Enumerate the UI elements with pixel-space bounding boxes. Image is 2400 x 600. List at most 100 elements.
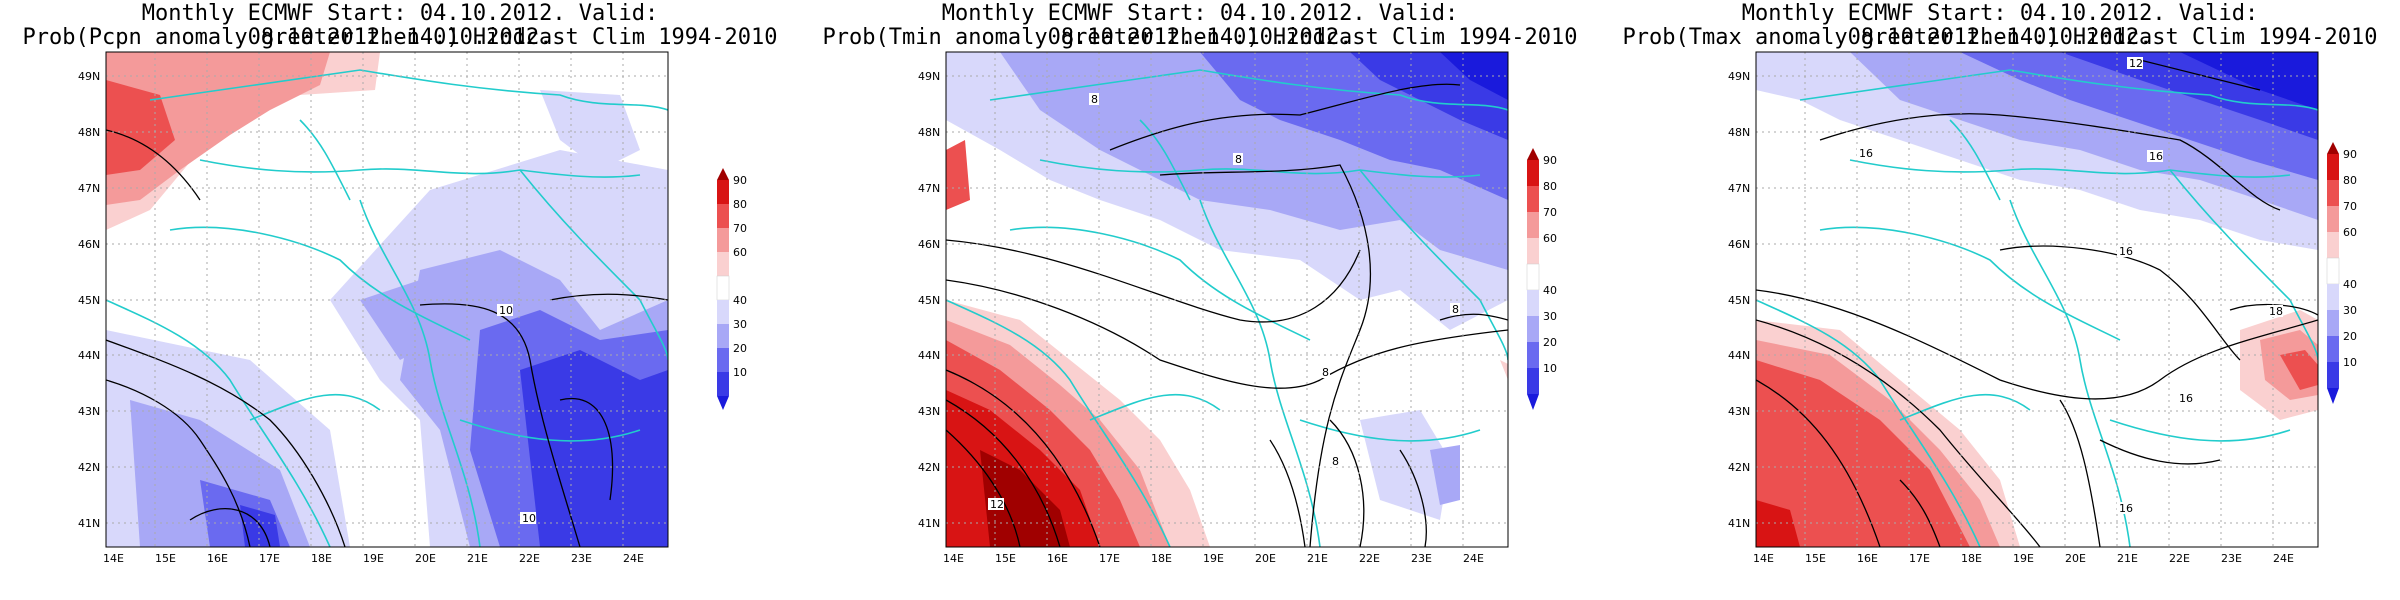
contour-label: 8 [1452, 303, 1459, 316]
country-borders [106, 69, 668, 547]
climatology-contours [1756, 59, 2318, 547]
svg-text:10: 10 [733, 366, 747, 379]
svg-text:19E: 19E [363, 552, 384, 565]
map-panel-tmin: Monthly ECMWF Start: 04.10.2012. Valid: … [800, 0, 1600, 600]
svg-text:70: 70 [1543, 206, 1557, 219]
svg-text:15E: 15E [995, 552, 1016, 565]
map-title-line2: Prob(Pcpn anomaly greater then 0) Hindca… [22, 25, 778, 50]
svg-text:22E: 22E [519, 552, 540, 565]
svg-text:49N: 49N [1728, 70, 1750, 83]
map-figure: 10 10 14E 15E 16E 17E 18E 19E 20E 21E 22E 23E… [78, 51, 747, 565]
svg-text:10: 10 [2343, 356, 2357, 369]
svg-text:30: 30 [2343, 304, 2357, 317]
svg-text:42N: 42N [78, 461, 100, 474]
svg-text:49N: 49N [918, 70, 940, 83]
colorbar: 90 80 70 60 40 30 20 10 [716, 168, 747, 410]
contour-label: 16 [1859, 147, 1873, 160]
svg-text:80: 80 [2343, 174, 2357, 187]
svg-text:48N: 48N [1728, 126, 1750, 139]
y-axis-ticks: 41N 42N 43N 44N 45N 46N 47N 48N 49N [78, 70, 100, 530]
svg-text:30: 30 [733, 318, 747, 331]
svg-text:90: 90 [2343, 148, 2357, 161]
svg-text:14E: 14E [103, 552, 124, 565]
y-axis-ticks: 41N 42N 43N 44N 45N 46N 47N 48N 49N [918, 70, 940, 530]
svg-text:20: 20 [1543, 336, 1557, 349]
svg-text:46N: 46N [918, 238, 940, 251]
svg-text:30: 30 [1543, 310, 1557, 323]
svg-text:80: 80 [1543, 180, 1557, 193]
x-axis-ticks: 14E 15E 16E 17E 18E 19E 20E 21E 22E 23E 24E [103, 552, 644, 565]
svg-text:16E: 16E [1047, 552, 1068, 565]
svg-text:20E: 20E [1255, 552, 1276, 565]
svg-text:23E: 23E [571, 552, 592, 565]
svg-text:70: 70 [2343, 200, 2357, 213]
lat-lon-grid [106, 52, 668, 547]
svg-text:17E: 17E [1099, 552, 1120, 565]
contour-label: 16 [2179, 392, 2193, 405]
contour-label: 10 [499, 304, 513, 317]
contour-label: 12 [2129, 57, 2143, 70]
colorbar: 90 80 70 60 40 30 20 10 [2326, 142, 2357, 404]
svg-text:14E: 14E [943, 552, 964, 565]
svg-text:44N: 44N [918, 349, 940, 362]
svg-text:24E: 24E [1463, 552, 1484, 565]
svg-text:44N: 44N [78, 349, 100, 362]
svg-text:48N: 48N [918, 126, 940, 139]
svg-text:40: 40 [733, 294, 747, 307]
svg-text:70: 70 [733, 222, 747, 235]
svg-text:10: 10 [1543, 362, 1557, 375]
svg-text:41N: 41N [1728, 517, 1750, 530]
map-title-line1: Monthly ECMWF Start: 04.10.2012. Valid: … [1741, 1, 2259, 50]
svg-text:43N: 43N [1728, 405, 1750, 418]
svg-text:18E: 18E [1151, 552, 1172, 565]
contour-label: 8 [1332, 455, 1339, 468]
contour-label: 8 [1091, 93, 1098, 106]
map-figure: 8 8 8 8 8 12 14E 15E 16E 17E 18E 19E 20E 21E… [918, 51, 1557, 565]
map-title-line1: Monthly ECMWF Start: 04.10.2012. Valid: … [141, 1, 659, 50]
svg-text:14E: 14E [1753, 552, 1774, 565]
svg-text:22E: 22E [1359, 552, 1380, 565]
svg-text:46N: 46N [78, 238, 100, 251]
svg-text:42N: 42N [1728, 461, 1750, 474]
svg-text:17E: 17E [259, 552, 280, 565]
svg-text:47N: 47N [1728, 182, 1750, 195]
svg-text:47N: 47N [918, 182, 940, 195]
climatology-contours [946, 83, 1508, 547]
svg-text:22E: 22E [2169, 552, 2190, 565]
svg-text:24E: 24E [2273, 552, 2294, 565]
map-title-line2: Prob(Tmin anomaly greater then 0) Hindca… [822, 25, 1578, 50]
contour-label: 16 [2149, 150, 2163, 163]
svg-text:45N: 45N [78, 294, 100, 307]
country-borders [946, 69, 1508, 547]
contour-labels: 10 10 [497, 304, 536, 525]
svg-text:41N: 41N [918, 517, 940, 530]
svg-text:45N: 45N [1728, 294, 1750, 307]
svg-text:24E: 24E [623, 552, 644, 565]
map-title-line2: Prob(Tmax anomaly greater then 0) Hindca… [1622, 25, 2378, 50]
contour-labels: 8 8 8 8 8 12 [988, 93, 1460, 511]
svg-text:41N: 41N [78, 517, 100, 530]
lat-lon-grid [946, 52, 1508, 547]
contour-label: 16 [2119, 502, 2133, 515]
svg-text:21E: 21E [467, 552, 488, 565]
svg-text:19E: 19E [2013, 552, 2034, 565]
map-panel-pcpn: Monthly ECMWF Start: 04.10.2012. Valid: … [0, 0, 800, 600]
svg-text:43N: 43N [78, 405, 100, 418]
svg-text:49N: 49N [78, 70, 100, 83]
probability-field [946, 52, 1508, 547]
colorbar: 90 80 70 60 40 30 20 10 [1526, 148, 1557, 410]
svg-text:42N: 42N [918, 461, 940, 474]
svg-text:17E: 17E [1909, 552, 1930, 565]
svg-text:40: 40 [1543, 284, 1557, 297]
svg-text:46N: 46N [1728, 238, 1750, 251]
x-axis-ticks: 14E 15E 16E 17E 18E 19E 20E 21E 22E 23E 24E [1753, 552, 2294, 565]
svg-text:20: 20 [733, 342, 747, 355]
svg-text:60: 60 [1543, 232, 1557, 245]
y-axis-ticks: 41N 42N 43N 44N 45N 46N 47N 48N 49N [1728, 70, 1750, 530]
svg-text:47N: 47N [78, 182, 100, 195]
svg-text:48N: 48N [78, 126, 100, 139]
map-figure: 12 16 16 16 18 16 16 14E 15E 16E 17E 18E 19… [1728, 51, 2357, 565]
svg-text:18E: 18E [1961, 552, 1982, 565]
contour-label: 10 [522, 512, 536, 525]
svg-text:40: 40 [2343, 278, 2357, 291]
